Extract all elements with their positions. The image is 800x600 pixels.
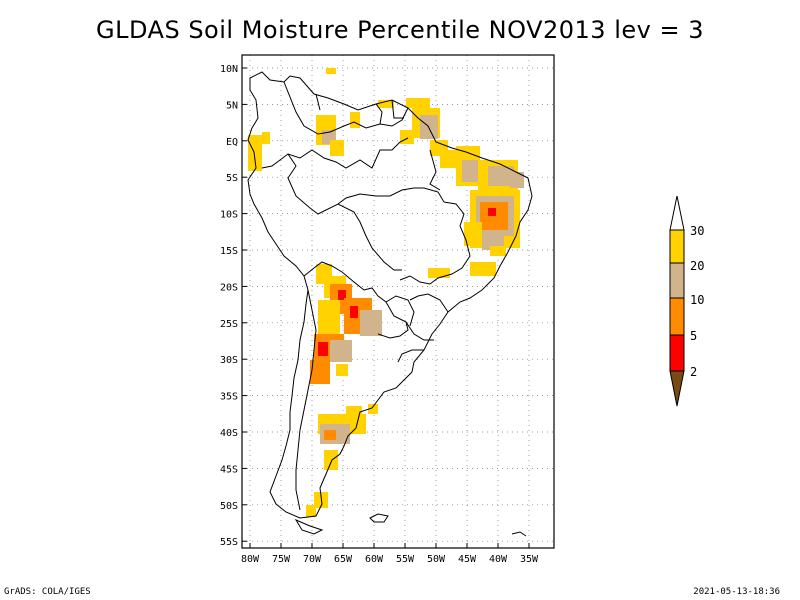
legend-arrow-top: [669, 195, 685, 231]
anomaly-patch: [462, 160, 478, 182]
grid-lines: [242, 55, 554, 548]
anomaly-patch: [440, 150, 460, 168]
legend-label-2: 2: [690, 365, 697, 379]
legend-label-30: 30: [690, 224, 704, 238]
longitude-tick-label: 55W: [396, 554, 415, 565]
continent-outline: [247, 71, 533, 519]
anomaly-patch: [490, 246, 506, 256]
country-borders: [261, 81, 471, 511]
anomaly-patch: [330, 140, 344, 156]
longitude-tick-label: 70W: [303, 554, 322, 565]
anomaly-patch: [360, 310, 382, 336]
latitude-tick-label: 30S: [220, 355, 238, 366]
anomaly-patch: [330, 340, 352, 362]
anomaly-patch: [470, 262, 496, 276]
latitude-tick-label: 40S: [220, 428, 238, 439]
latitude-tick-label: 55S: [220, 537, 238, 548]
anomaly-patch: [336, 364, 348, 376]
anomaly-patch: [306, 505, 316, 517]
longitude-tick-label: 45W: [458, 554, 477, 565]
anomaly-patch: [338, 290, 346, 300]
anomaly-patch: [510, 172, 524, 188]
longitude-tick-label: 65W: [334, 554, 353, 565]
latitude-tick-label: 10S: [220, 210, 238, 221]
footer-timestamp: 2021-05-13-18:36: [693, 587, 780, 597]
latitude-tick-label: 20S: [220, 282, 238, 293]
longitude-tick-label: 50W: [427, 554, 446, 565]
legend-label-5: 5: [690, 329, 697, 343]
legend-label-10: 10: [690, 293, 704, 307]
anomaly-patch: [248, 135, 262, 171]
anomaly-patch: [326, 68, 336, 74]
anomaly-patch: [368, 404, 378, 414]
longitude-tick-label: 35W: [520, 554, 539, 565]
anomaly-patch: [310, 360, 330, 384]
map-title: GLDAS Soil Moisture Percentile NOV2013 l…: [96, 16, 704, 44]
anomaly-patch: [488, 208, 496, 216]
south-georgia: [511, 531, 527, 537]
legend-colorbar: 30 20 10 5 2: [669, 195, 704, 407]
legend-swatch-10-20: [669, 262, 685, 299]
anomaly-patch: [324, 450, 338, 470]
anomaly-patch: [346, 406, 362, 418]
latitude-tick-label: 5N: [226, 100, 238, 111]
anomaly-patch: [318, 300, 340, 334]
anomaly-patch: [350, 306, 358, 318]
longitude-tick-label: 75W: [272, 554, 291, 565]
legend-label-20: 20: [690, 259, 704, 273]
latitude-axis: 10N 5N EQ 5S 10S 15S 20S 25S 30S 35S 40S 45S 50S 55S: [220, 64, 247, 548]
coastline-outline: [247, 71, 533, 537]
legend-swatch-2-5: [669, 334, 685, 372]
footer-credit: GrADS: COLA/IGES: [4, 587, 91, 597]
anomaly-patch: [324, 430, 336, 440]
legend-swatch-20-30: [669, 229, 685, 264]
latitude-tick-label: 50S: [220, 501, 238, 512]
legend-swatch-5-10: [669, 297, 685, 336]
tierra-del-fuego: [294, 518, 324, 535]
anomaly-patch: [318, 342, 328, 356]
anomaly-patch: [488, 166, 514, 186]
latitude-tick-label: 35S: [220, 392, 238, 403]
longitude-axis: 80W 75W 70W 65W 60W 55W 50W 45W 40W 35W: [241, 543, 539, 565]
moisture-anomaly-layer: [248, 68, 524, 517]
anomaly-patch: [464, 222, 482, 246]
latitude-tick-label: 15S: [220, 246, 238, 257]
anomaly-patch: [406, 98, 430, 108]
longitude-tick-label: 60W: [365, 554, 384, 565]
anomaly-patch: [400, 130, 414, 144]
anomaly-patch: [428, 268, 450, 278]
anomaly-patch: [350, 112, 360, 128]
anomaly-patch: [378, 100, 394, 108]
anomaly-patch: [262, 132, 270, 144]
latitude-tick-label: EQ: [226, 137, 238, 148]
latitude-tick-label: 10N: [220, 64, 238, 75]
legend-arrow-bottom: [669, 370, 685, 407]
latitude-tick-label: 25S: [220, 319, 238, 330]
plot-frame: [241, 54, 555, 549]
falkland-islands: [369, 513, 389, 523]
longitude-tick-label: 80W: [241, 554, 260, 565]
latitude-tick-label: 5S: [226, 173, 238, 184]
latitude-tick-label: 45S: [220, 464, 238, 475]
longitude-tick-label: 40W: [489, 554, 508, 565]
